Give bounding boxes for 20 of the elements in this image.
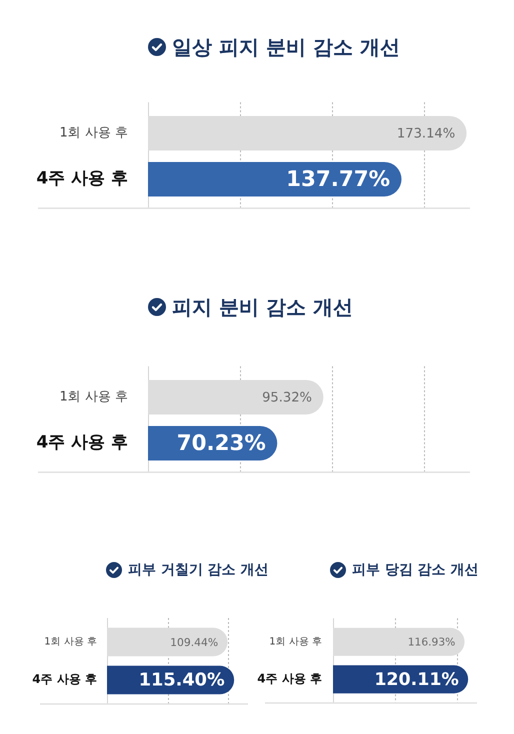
chart-title: 일상 피지 분비 감소 개선: [172, 34, 400, 60]
y-tick-label: 4주 사용 후: [257, 671, 322, 686]
y-tick-label: 4주 사용 후: [36, 432, 128, 453]
y-tick-label: 1회 사용 후: [44, 636, 97, 648]
data-label: 115.40%: [138, 670, 225, 691]
chart-title: 피지 분비 감소 개선: [172, 294, 353, 320]
data-label: 70.23%: [176, 430, 266, 456]
data-label: 95.32%: [262, 390, 312, 406]
y-tick-label: 1회 사용 후: [269, 636, 322, 648]
data-label: 120.11%: [374, 670, 459, 690]
chart-title: 피부 당김 감소 개선: [352, 561, 479, 579]
data-label: 173.14%: [396, 126, 456, 142]
y-tick-label: 4주 사용 후: [32, 672, 97, 686]
chart-title: 피부 거칠기 감소 개선: [128, 561, 269, 579]
data-label: 137.77%: [286, 166, 390, 192]
y-tick-label: 1회 사용 후: [59, 390, 128, 405]
data-label: 109.44%: [170, 636, 218, 649]
y-tick-label: 4주 사용 후: [36, 168, 128, 189]
y-tick-label: 1회 사용 후: [59, 126, 128, 141]
data-label: 116.93%: [408, 636, 456, 649]
